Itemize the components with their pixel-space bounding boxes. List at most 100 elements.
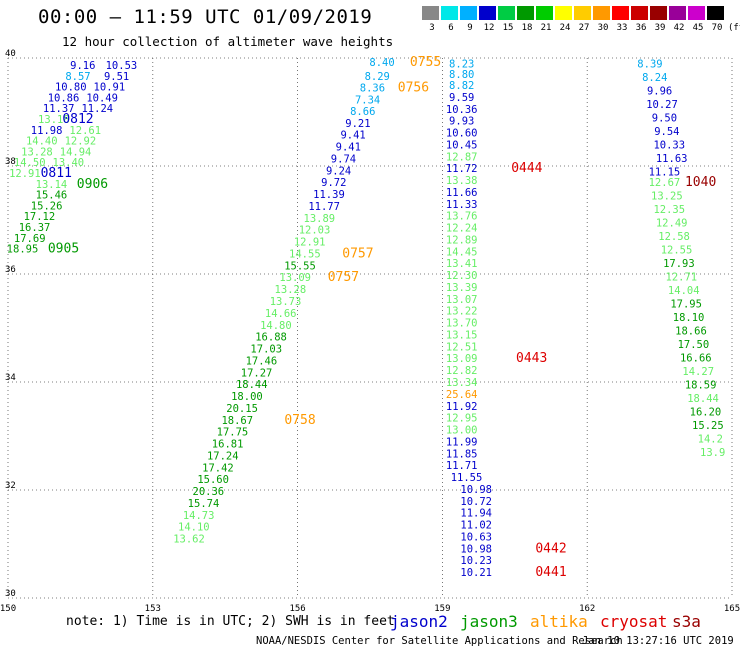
wave-height-label: 9.51 <box>104 71 129 83</box>
pass-time-label: 0811 <box>41 166 72 181</box>
wave-height-label: 12.87 <box>446 151 478 163</box>
wave-height-label: 11.24 <box>81 103 113 115</box>
wave-height-label: 12.67 <box>649 177 681 189</box>
colorbar-swatch <box>441 6 459 20</box>
wave-height-label: 14.66 <box>265 308 297 320</box>
wave-height-label: 13.39 <box>446 282 478 294</box>
wave-height-label: 10.53 <box>106 60 138 72</box>
wave-height-label: 13.9 <box>700 447 725 459</box>
wave-height-label: 12.58 <box>658 231 690 243</box>
wave-height-label: 17.27 <box>241 367 273 379</box>
colorbar-tick: 42 <box>673 23 685 33</box>
wave-height-label: 13.38 <box>446 175 478 187</box>
wave-height-label: 14.73 <box>183 510 215 522</box>
colorbar-tick: 24 <box>559 23 571 33</box>
wave-height-label: 17.12 <box>24 211 56 223</box>
y-tick-label: 36 <box>5 265 16 275</box>
wave-height-label: 8.29 <box>365 71 390 83</box>
wave-height-label: 14.40 <box>26 136 58 148</box>
wave-height-label: 12.61 <box>69 125 101 137</box>
pass-time-label: 0444 <box>511 161 542 176</box>
wave-height-label: 14.27 <box>682 366 714 378</box>
colorbar-tick: 70 <box>711 23 723 33</box>
colorbar-swatch <box>707 6 725 20</box>
y-tick-label: 34 <box>5 373 16 383</box>
wave-height-label: 9.41 <box>336 142 361 154</box>
wave-height-label: 15.46 <box>36 190 68 202</box>
wave-height-label: 11.15 <box>649 166 681 178</box>
wave-height-label: 12.24 <box>446 223 478 235</box>
pass-time-label: 0756 <box>398 81 429 96</box>
wave-height-label: 11.77 <box>308 201 340 213</box>
wave-height-label: 11.92 <box>446 401 478 413</box>
colorbar-swatch <box>650 6 668 20</box>
wave-height-label: 17.95 <box>670 299 702 311</box>
colorbar-swatch <box>593 6 611 20</box>
wave-height-label: 13.14 <box>36 179 68 191</box>
pass-time-label: 0442 <box>535 541 566 556</box>
y-tick-label: 32 <box>5 481 16 491</box>
wave-height-label: 18.66 <box>675 326 707 338</box>
wave-height-label: 9.59 <box>449 92 474 104</box>
wave-height-label: 18.00 <box>231 391 263 403</box>
wave-height-label: 13.07 <box>446 294 478 306</box>
wave-height-label: 11.72 <box>446 163 478 175</box>
wave-height-label: 12.89 <box>446 234 478 246</box>
colorbar-swatch <box>688 6 706 20</box>
legend-altika: altika <box>530 612 588 631</box>
wave-height-label: 11.39 <box>313 189 345 201</box>
x-tick-label: 162 <box>579 604 595 614</box>
wave-height-label: 11.55 <box>451 472 483 484</box>
wave-height-label: 20.36 <box>193 486 225 498</box>
x-tick-label: 153 <box>145 604 161 614</box>
colorbar-swatch <box>631 6 649 20</box>
wave-height-label: 14.2 <box>698 434 723 446</box>
legend-jason2: jason2 <box>390 612 448 631</box>
wave-height-label: 8.24 <box>642 72 667 84</box>
colorbar-tick: 9 <box>467 23 473 33</box>
wave-height-label: 10.49 <box>86 92 118 104</box>
wave-height-label: 12.30 <box>446 270 478 282</box>
wave-height-label: 10.23 <box>460 555 492 567</box>
wave-height-label: 17.24 <box>207 450 239 462</box>
pass-time-label: 0757 <box>342 246 373 261</box>
wave-height-label: 8.36 <box>360 83 385 95</box>
wave-height-label: 11.71 <box>446 460 478 472</box>
colorbar-tick: 3 <box>429 23 435 33</box>
y-tick-label: 38 <box>5 157 16 167</box>
wave-height-label: 14.04 <box>668 285 700 297</box>
wave-height-label: 13.09 <box>446 353 478 365</box>
wave-height-label: 17.93 <box>663 258 695 270</box>
wave-height-label: 17.75 <box>217 427 249 439</box>
wave-height-label: 13.40 <box>53 157 85 169</box>
colorbar-tick: 36 <box>635 23 647 33</box>
colorbar-swatch <box>479 6 497 20</box>
wave-height-label: 9.74 <box>331 153 356 165</box>
wave-height-label: 16.37 <box>19 222 51 234</box>
wave-height-label: 18.44 <box>236 379 268 391</box>
x-tick-label: 165 <box>724 604 740 614</box>
wave-height-label: 18.44 <box>687 393 719 405</box>
wave-height-label: 10.60 <box>446 128 478 140</box>
wave-height-label: 10.36 <box>446 104 478 116</box>
wave-height-label: 13.73 <box>270 296 302 308</box>
wave-height-label: 8.40 <box>369 57 394 69</box>
wave-height-label: 13.18 <box>38 114 70 126</box>
wave-height-label: 13.34 <box>446 377 478 389</box>
wave-height-label: 11.98 <box>31 125 63 137</box>
wave-height-label: 10.45 <box>446 139 478 151</box>
colorbar-swatch <box>498 6 516 20</box>
wave-height-label: 12.95 <box>446 413 478 425</box>
colorbar-swatch <box>555 6 573 20</box>
x-tick-label: 159 <box>434 604 450 614</box>
wave-height-label: 16.81 <box>212 439 244 451</box>
wave-height-label: 10.98 <box>460 543 492 555</box>
wave-height-label: 8.80 <box>449 69 474 81</box>
pass-time-label: 1040 <box>685 175 716 190</box>
wave-height-label: 12.71 <box>666 272 698 284</box>
wave-height-label: 10.86 <box>48 92 80 104</box>
wave-height-label: 10.98 <box>460 484 492 496</box>
wave-height-label: 18.59 <box>685 380 717 392</box>
pass-time-label: 0441 <box>535 565 566 580</box>
wave-height-label: 14.10 <box>178 522 210 534</box>
